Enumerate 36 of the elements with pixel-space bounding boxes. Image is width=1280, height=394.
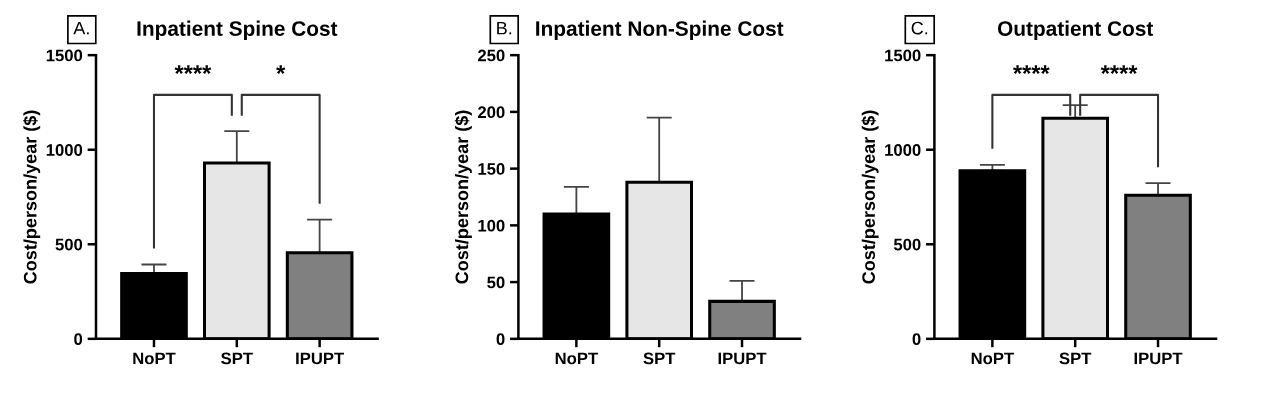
x-tick-label: NoPT xyxy=(971,352,1014,365)
chart-title: Inpatient Non-Spine Cost xyxy=(536,20,784,41)
y-axis-title: Cost/person/year ($) xyxy=(23,110,41,284)
y-axis-title: Cost/person/year ($) xyxy=(454,110,472,284)
x-tick-label: NoPT xyxy=(555,352,598,365)
y-tick-label: 150 xyxy=(478,163,505,175)
x-tick-label: NoPT xyxy=(133,352,176,365)
annotation: **** xyxy=(1100,65,1138,75)
text: A. xyxy=(73,21,89,35)
y-tick-label: 0 xyxy=(496,333,505,346)
text: C. xyxy=(911,21,928,35)
x-tick-label: IPUPT xyxy=(1134,352,1183,365)
y-tick-label: 1000 xyxy=(885,144,921,156)
text: B. xyxy=(497,21,512,35)
x-tick-label: IPUPT xyxy=(296,352,344,365)
x-tick-label: IPUPT xyxy=(718,352,767,365)
y-tick-label: 500 xyxy=(893,238,921,251)
y-axis-title: Cost/person/year ($) xyxy=(861,110,879,284)
annotation: **** xyxy=(1012,65,1050,75)
chart-title: Inpatient Spine Cost xyxy=(137,20,338,41)
y-tick-label: 500 xyxy=(55,238,83,251)
x-tick-label: SPT xyxy=(643,352,676,365)
y-tick-label: 100 xyxy=(478,219,505,232)
y-tick-label: 200 xyxy=(477,106,505,119)
y-tick-label: 1000 xyxy=(46,144,83,156)
y-tick-label: 1500 xyxy=(885,49,921,62)
x-tick-label: SPT xyxy=(1059,352,1092,365)
chart-title: Outpatient Cost xyxy=(997,20,1154,41)
annotation: * xyxy=(276,65,286,75)
y-tick-label: 0 xyxy=(912,333,921,346)
x-tick-label: SPT xyxy=(221,352,253,365)
y-tick-label: 50 xyxy=(487,276,505,289)
y-tick-label: 0 xyxy=(74,333,83,346)
y-tick-label: 1500 xyxy=(46,49,83,62)
y-tick-label: 250 xyxy=(477,49,505,62)
annotation: **** xyxy=(174,65,212,75)
